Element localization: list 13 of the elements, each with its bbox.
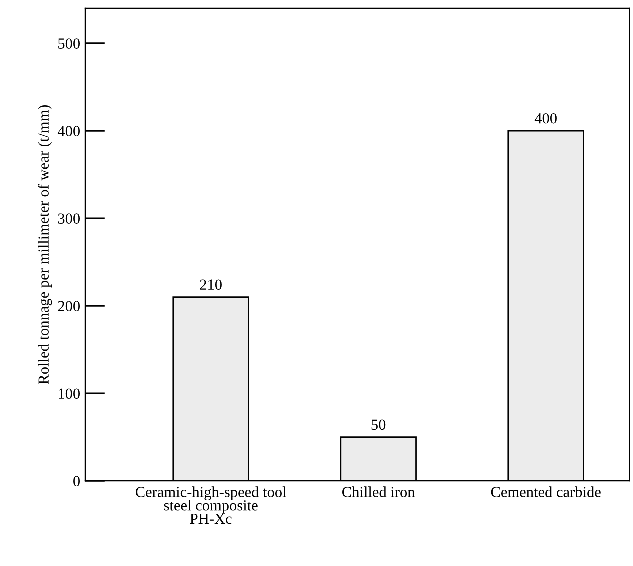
x-tick-label: Chilled iron — [342, 486, 416, 498]
x-tick-label: Cemented carbide — [491, 486, 601, 498]
data-label: 400 — [534, 113, 557, 124]
y-tick-label: 200 — [58, 301, 80, 312]
y-tick-label: 400 — [58, 126, 80, 136]
data-label: 50 — [372, 420, 386, 430]
y-tick-label: 500 — [58, 38, 80, 49]
y-axis-title: Rolled tonnage per millimeter of wear (t/mm) — [38, 105, 52, 384]
y-tick-label: 0 — [74, 476, 80, 487]
y-tick-label: 300 — [58, 214, 80, 224]
x-tick-label: Ceramic-high-speed tool steel composite PH-Xc — [136, 486, 287, 524]
y-tick-label: 100 — [59, 388, 80, 400]
data-label: 210 — [200, 280, 222, 290]
